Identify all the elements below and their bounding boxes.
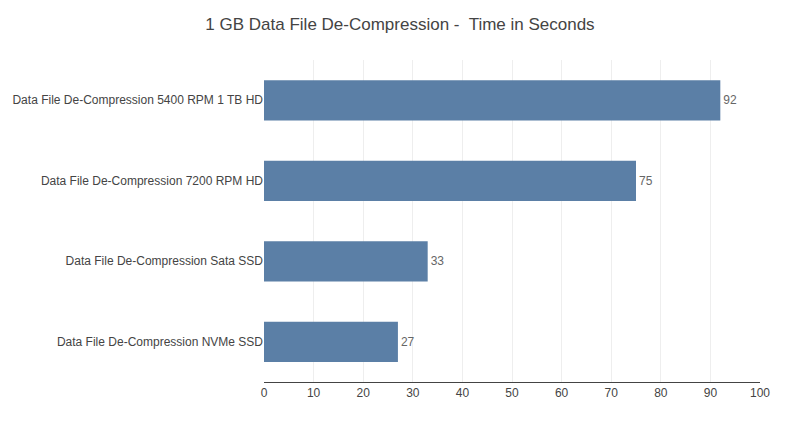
svg-text:100: 100 <box>750 386 770 400</box>
svg-text:70: 70 <box>605 386 619 400</box>
svg-text:27: 27 <box>401 335 415 349</box>
svg-text:20: 20 <box>357 386 371 400</box>
svg-text:33: 33 <box>431 254 445 268</box>
svg-text:30: 30 <box>406 386 420 400</box>
svg-text:92: 92 <box>723 93 737 107</box>
svg-text:40: 40 <box>456 386 470 400</box>
svg-text:Data File De-Compression 7200: Data File De-Compression 7200 RPM HD <box>41 174 263 188</box>
svg-text:90: 90 <box>704 386 718 400</box>
svg-text:75: 75 <box>639 174 653 188</box>
svg-text:10: 10 <box>307 386 321 400</box>
svg-text:80: 80 <box>654 386 668 400</box>
svg-text:Data File De-Compression NVMe: Data File De-Compression NVMe SSD <box>57 335 263 349</box>
svg-text:50: 50 <box>505 386 519 400</box>
svg-text:60: 60 <box>555 386 569 400</box>
svg-text:1 GB Data File De-Compression: 1 GB Data File De-Compression - Time in … <box>205 15 594 34</box>
svg-text:0: 0 <box>261 386 268 400</box>
svg-text:Data File De-Compression Sata: Data File De-Compression Sata SSD <box>66 254 264 268</box>
svg-text:Data File De-Compression 5400: Data File De-Compression 5400 RPM 1 TB H… <box>12 93 263 107</box>
